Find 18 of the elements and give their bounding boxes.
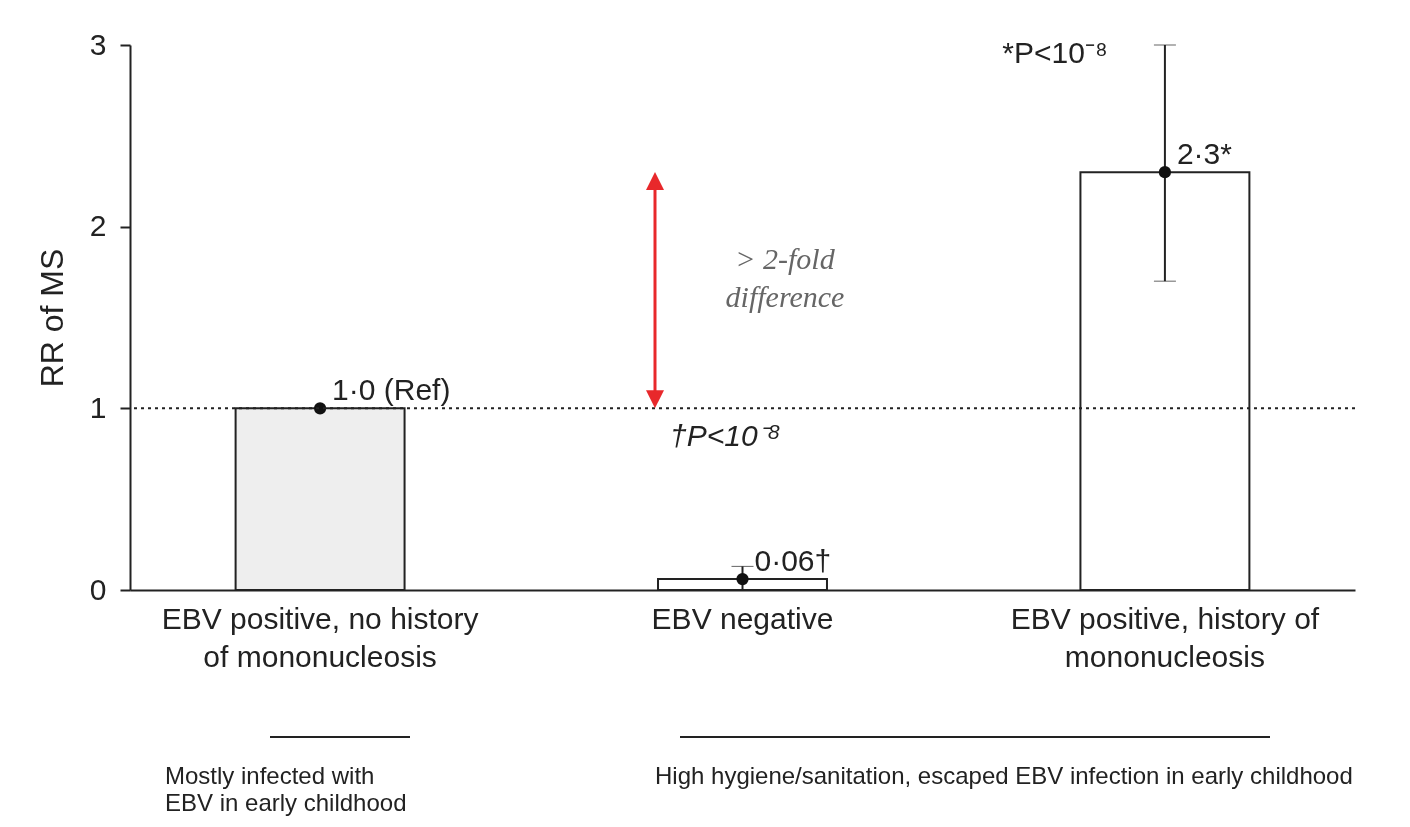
annotation: > 2-fold difference (725, 242, 845, 313)
y-axis-title: RR of MS (33, 248, 70, 388)
data-label: 2·3* (1176, 137, 1233, 171)
y-tick-label: 0 (89, 572, 107, 606)
text: High hygiene/sanitation, escaped EBV infection in early childhood (655, 762, 1354, 789)
y-tick-label: 3 (89, 27, 107, 61)
x-tick-label: EBV negative (651, 601, 834, 635)
annotation: *P<10⁻⁸ (1002, 36, 1108, 70)
x-tick-label: EBV positive, history of mononucleosis (1010, 601, 1320, 673)
point (1158, 166, 1172, 179)
annotation: †P<10⁻⁸ (670, 419, 781, 452)
x-tick-label: EBV positive, no history of mononucleosis (161, 601, 479, 673)
data-label: 0·06† (754, 544, 832, 578)
y-tick-label: 2 (89, 209, 107, 243)
text: Mostly infected with EBV in early childhood (165, 762, 408, 816)
y-tick-label: 1 (89, 390, 107, 424)
point (736, 572, 749, 586)
data-label: 1·0 (Ref) (332, 373, 451, 407)
